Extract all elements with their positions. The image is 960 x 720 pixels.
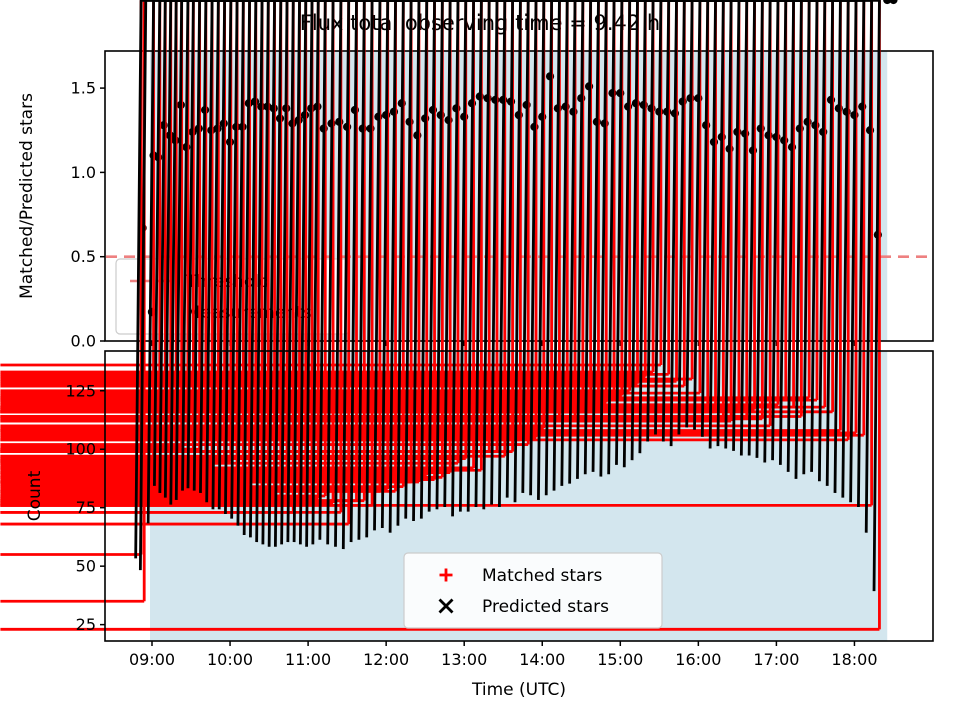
x-tick-label: 15:00 [597, 650, 643, 669]
x-tick-label: 18:00 [831, 650, 877, 669]
matched-star-point [0, 0, 343, 514]
y-tick-label: 125 [65, 381, 96, 400]
bottom-axes-frame [104, 350, 934, 642]
bottom-legend-background [403, 552, 663, 629]
y-tick-label: 1.0 [71, 163, 96, 182]
x-tick-label: 16:00 [675, 650, 721, 669]
predicted-star-point [438, 598, 454, 614]
y-tick-label: 75 [76, 498, 96, 517]
matched-star-point [0, 0, 881, 631]
predicted-stars-legend-label: Predicted stars [482, 597, 609, 617]
bottom-y-axis: 25 50 75 100 125 [65, 381, 105, 634]
predicted-stars-legend-swatch [438, 598, 454, 614]
matched-star-point [0, 0, 686, 388]
x-tick-label: 11:00 [285, 650, 331, 669]
y-tick-label: 25 [76, 615, 96, 634]
matched-star-point [0, 0, 694, 381]
matched-star-point [0, 0, 351, 526]
x-tick-label: 09:00 [129, 650, 175, 669]
matched-star-point [0, 0, 811, 400]
matched-stars-scatter [0, 0, 881, 631]
top-y-axis-label: Matched/Predicted stars [17, 93, 37, 299]
matched-star-point [0, 0, 671, 376]
x-tick-label: 13:00 [441, 650, 487, 669]
y-tick-label: 50 [76, 557, 96, 576]
matched-star-point [0, 0, 655, 374]
top-y-axis: 0.0 0.5 1.0 1.5 [71, 79, 856, 351]
measurement-point [883, 0, 892, 5]
matched-star-point [0, 0, 827, 409]
y-tick-label: 1.5 [71, 79, 96, 98]
x-tick-label: 12:00 [363, 650, 409, 669]
matched-star-point [0, 0, 819, 402]
matched-star-point [0, 0, 772, 428]
y-tick-label: 0.5 [71, 247, 96, 266]
matched-star-point [0, 0, 874, 507]
matched-star-point [0, 0, 663, 367]
matched-stars-legend-swatch [439, 568, 453, 582]
matched-star-point [0, 0, 842, 432]
x-tick-label: 17:00 [753, 650, 799, 669]
measurement-point [889, 0, 898, 5]
matched-star-point [0, 0, 858, 435]
y-tick-label: 100 [65, 440, 96, 459]
bottom-legend[interactable]: Matched stars Predicted stars [403, 552, 663, 629]
x-tick-label: 10:00 [207, 650, 253, 669]
matched-star-point [0, 0, 514, 453]
x-axis: 09:00 10:00 11:00 12:00 13:00 14:00 15:00 16:00… [129, 641, 878, 669]
matched-star-point [0, 0, 366, 503]
matched-stars-legend-label: Matched stars [482, 566, 602, 586]
bottom-y-axis-label: Count [25, 470, 45, 521]
y-tick-label: 0.0 [71, 332, 96, 351]
matched-star-point [439, 568, 453, 582]
bottom-panel: 25 50 75 100 125 09:00 10:00 11:00 12:00 13:00 14… [0, 0, 934, 700]
x-tick-label: 14:00 [519, 650, 565, 669]
matched-star-point [0, 0, 866, 437]
x-axis-label: Time (UTC) [471, 680, 566, 700]
